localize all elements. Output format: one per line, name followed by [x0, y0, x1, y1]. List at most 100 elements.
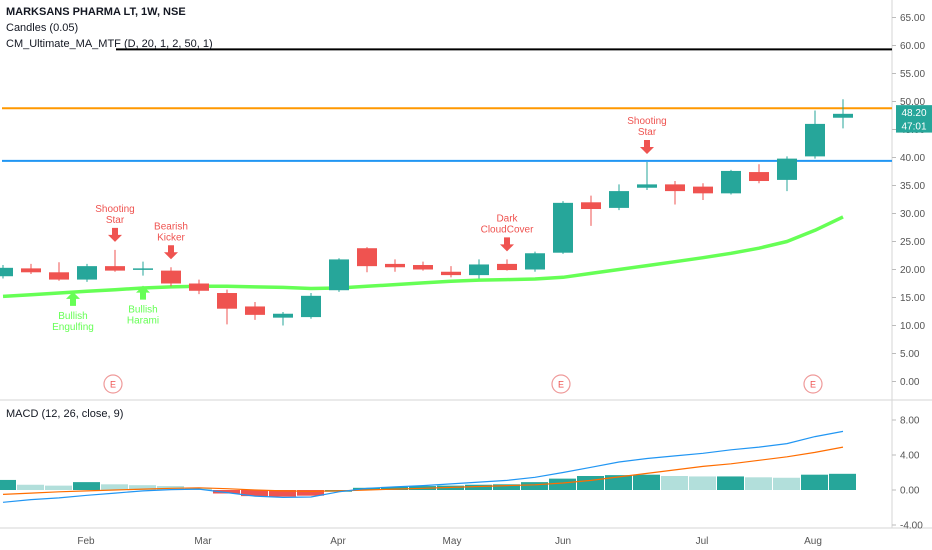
macd-tick-label: -4.00: [900, 521, 923, 532]
candle-body: [665, 184, 685, 192]
candle-18: [497, 259, 517, 271]
earnings-label: E: [558, 380, 564, 390]
earnings-label: E: [110, 380, 116, 390]
candle-body: [385, 263, 405, 268]
candle-26: [721, 169, 741, 195]
candle-body: [273, 313, 293, 318]
price-tick-label: 40.00: [900, 153, 925, 164]
macd-histogram-bar-24: [661, 476, 688, 490]
macd-histogram-bar-18: [493, 484, 520, 490]
candle-body: [777, 158, 797, 180]
time-tick-label: Aug: [804, 536, 822, 547]
last-price-badge: [896, 105, 932, 120]
candle-body: [161, 270, 181, 284]
candle-10: [273, 312, 293, 326]
macd-histogram-bar-19: [521, 482, 548, 490]
price-tick-label: 0.00: [900, 377, 920, 388]
candle-29: [805, 110, 825, 159]
price-tick-label: 10.00: [900, 321, 925, 332]
price-tick-label: 30.00: [900, 209, 925, 220]
time-tick-label: Jul: [696, 536, 709, 547]
countdown-badge: [896, 118, 932, 133]
macd-histogram-bar-14: [381, 486, 408, 490]
macd-histogram-bar-0: [0, 479, 16, 490]
macd-histogram-bar-28: [773, 477, 800, 490]
candle-12: [329, 258, 349, 292]
candle-body: [105, 266, 125, 271]
candle-11: [301, 293, 321, 319]
candle-30: [833, 99, 853, 129]
candle-20: [553, 201, 573, 254]
macd-histogram-bar-30: [829, 473, 856, 490]
up-arrow-icon: [66, 291, 80, 306]
candle-28: [777, 156, 797, 192]
candle-body: [581, 202, 601, 210]
macd-histogram-bar-20: [549, 478, 576, 490]
candle-15: [413, 261, 433, 271]
down-arrow-icon: [108, 227, 122, 242]
candle-body: [21, 268, 41, 273]
candle-body: [0, 267, 13, 277]
candle-body: [441, 271, 461, 276]
candle-body: [525, 253, 545, 270]
pattern-label: Harami: [127, 316, 159, 327]
down-arrow-icon: [164, 245, 178, 260]
down-arrow-icon: [640, 139, 654, 154]
pattern-label: Shooting: [627, 116, 666, 127]
macd-histogram-bar-17: [465, 484, 492, 490]
candle-body: [301, 295, 321, 318]
candle-13: [357, 247, 377, 273]
last-price-badge-text: 48.20: [901, 108, 926, 119]
candle-body: [637, 184, 657, 188]
price-tick-label: 35.00: [900, 181, 925, 192]
macd-signal-line: [2, 446, 844, 495]
macd-histogram-bar-2: [45, 485, 72, 490]
candle-19: [525, 251, 545, 272]
macd-histogram-bar-27: [745, 477, 772, 490]
pattern-label: Star: [106, 215, 125, 226]
price-tick-label: 55.00: [900, 69, 925, 80]
candle-4: [105, 249, 125, 272]
macd-histogram-bar-21: [577, 476, 604, 490]
macd-histogram-bar-11: [297, 490, 324, 496]
price-tick-label: 60.00: [900, 41, 925, 52]
earnings-circle: [551, 374, 571, 394]
candle-body: [721, 170, 741, 194]
candle-body: [357, 248, 377, 267]
macd-histogram-bar-3: [73, 482, 100, 490]
time-tick-label: May: [443, 536, 462, 547]
pattern-label: Bullish: [58, 311, 87, 322]
candle-3: [77, 263, 97, 282]
candle-body: [749, 172, 769, 182]
earnings-label: E: [810, 380, 816, 390]
macd-histogram-bar-23: [633, 474, 660, 490]
pattern-label: Bullish: [128, 305, 157, 316]
macd-histogram-bar-8: [213, 490, 240, 494]
macd-tick-label: 4.00: [900, 451, 920, 462]
candle-body: [469, 264, 489, 276]
candle-6: [161, 267, 181, 287]
candle-0: [0, 265, 13, 279]
earnings-circle: [803, 374, 823, 394]
time-tick-label: Jun: [555, 536, 571, 547]
candle-25: [693, 183, 713, 201]
pattern-label: Star: [638, 127, 657, 138]
macd-tick-label: 8.00: [900, 416, 920, 427]
candle-body: [245, 306, 265, 315]
macd-line: [2, 430, 844, 503]
earnings-marker-1: E: [551, 374, 571, 394]
macd-histogram-bar-1: [17, 484, 44, 490]
pattern-label: CloudCover: [481, 224, 534, 235]
candle-23: [637, 161, 657, 190]
down-arrow-icon: [500, 237, 514, 252]
candle-body: [609, 191, 629, 208]
symbol-title: MARKSANS PHARMA LT, 1W, NSE: [6, 6, 186, 18]
study-ma-label: CM_Ultimate_MA_MTF (D, 20, 1, 2, 50, 1): [6, 38, 213, 50]
price-tick-label: 15.00: [900, 293, 925, 304]
